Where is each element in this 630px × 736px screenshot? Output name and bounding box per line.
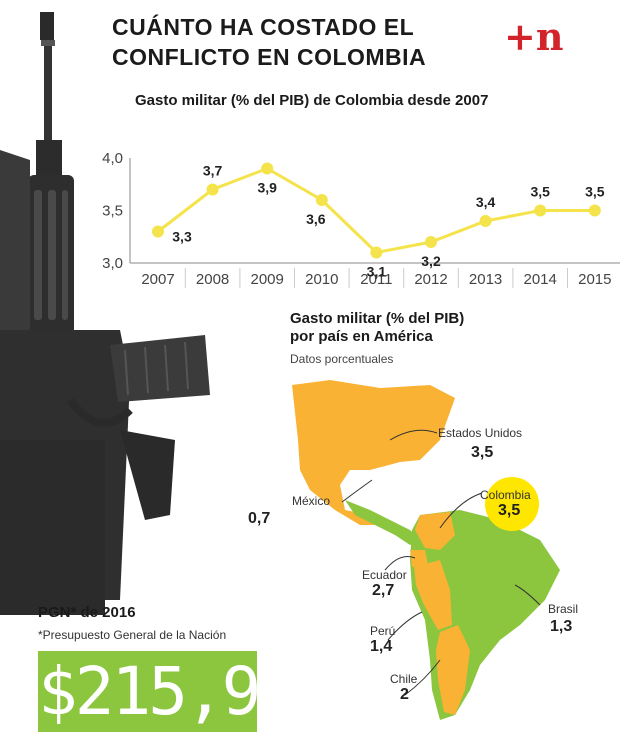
x-tick-label: 2013 — [469, 271, 502, 288]
country-label-brasil: Brasil — [548, 602, 579, 616]
country-value-chile: 2 — [400, 686, 409, 703]
data-label: 3,3 — [172, 229, 192, 245]
data-point — [534, 204, 547, 217]
pgn-value: $215,9 — [38, 653, 261, 730]
x-tick-label: 2008 — [196, 271, 229, 288]
country-label-mexico: México — [292, 494, 331, 508]
rifle-illustration — [0, 12, 210, 615]
country-value-brasil: 1,3 — [550, 618, 573, 635]
x-tick-label: 2011 — [360, 271, 392, 288]
data-point — [315, 194, 328, 206]
data-label: 3,2 — [421, 253, 441, 269]
x-tick-label: 2015 — [578, 271, 611, 288]
data-label: 3,5 — [530, 184, 550, 200]
x-tick-label: 2007 — [141, 271, 174, 288]
country-value-colombia: 3,5 — [498, 502, 521, 519]
map-title-line-2: por país en América — [290, 328, 433, 345]
country-value-mexico: 0,7 — [248, 510, 271, 527]
data-label: 3,5 — [585, 184, 605, 200]
country-label-colombia: Colombia — [480, 488, 531, 502]
data-point — [206, 183, 219, 196]
country-value-usa: 3,5 — [471, 444, 494, 461]
country-value-peru: 1,4 — [370, 638, 393, 655]
x-tick-label: 2010 — [305, 271, 338, 288]
line-chart: 3,0 3,5 4,0 2007 2008 2009 2010 2011 2012 2013 20… — [102, 150, 620, 288]
y-tick-label: 3,0 — [102, 255, 123, 272]
pgn-footnote: *Presupuesto General de la Nación — [38, 628, 227, 642]
y-tick-label: 3,5 — [102, 203, 123, 220]
data-point — [588, 204, 601, 217]
x-tick-label: 2014 — [524, 271, 557, 288]
data-point — [152, 225, 164, 238]
pgn-value-box: $215,9 — [38, 651, 261, 732]
country-label-ecuador: Ecuador — [362, 568, 407, 582]
pgn-title: PGN* de 2016 — [38, 604, 136, 621]
data-point — [370, 246, 383, 259]
country-label-usa: Estados Unidos — [438, 426, 523, 440]
map-illustration — [292, 380, 560, 720]
brand-logo: +n — [504, 14, 564, 59]
series-line — [157, 166, 595, 255]
chart-title: Gasto militar (% del PIB) de Colombia de… — [135, 92, 489, 109]
data-label: 3,1 — [367, 264, 387, 280]
data-label: 3,4 — [476, 194, 496, 210]
data-point — [261, 162, 274, 175]
y-tick-label: 4,0 — [102, 150, 123, 167]
x-tick-label: 2009 — [251, 271, 284, 288]
country-label-peru: Perú — [370, 624, 396, 638]
data-label: 3,9 — [257, 180, 277, 196]
data-point — [479, 215, 492, 227]
data-label: 3,7 — [203, 163, 223, 179]
data-point — [425, 236, 437, 248]
country-label-chile: Chile — [390, 672, 418, 686]
country-value-ecuador: 2,7 — [372, 582, 395, 599]
data-label: 3,6 — [306, 211, 326, 227]
map-subtitle: Datos porcentuales — [290, 352, 394, 366]
title-line-2: CONFLICTO EN COLOMBIA — [112, 44, 427, 70]
map-title-line-1: Gasto militar (% del PIB) — [290, 310, 465, 327]
title-line-1: CUÁNTO HA COSTADO EL — [112, 14, 415, 40]
x-tick-label: 2012 — [414, 271, 447, 288]
